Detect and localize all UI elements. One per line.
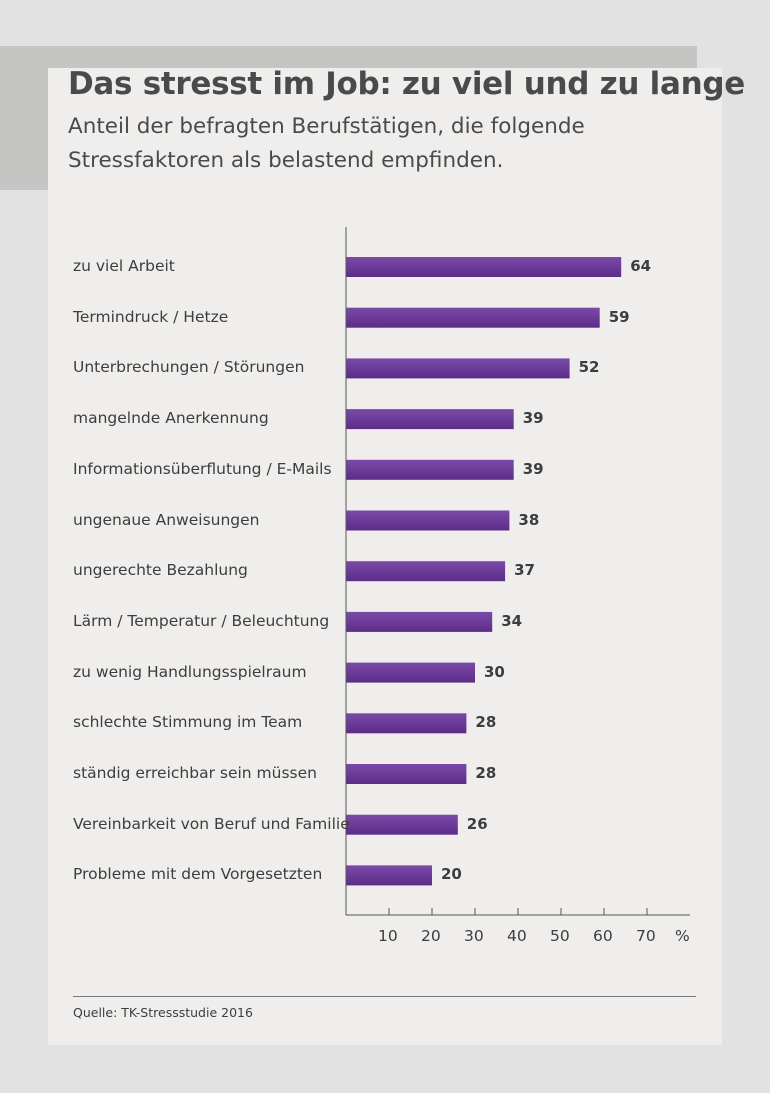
x-tick-label: 20 [421, 927, 441, 945]
value-label: 64 [630, 257, 652, 275]
bar [346, 510, 510, 531]
category-label: schlechte Stimmung im Team [73, 713, 303, 732]
bar [346, 307, 600, 328]
value-label: 28 [475, 764, 497, 782]
x-tick-label: 30 [464, 927, 484, 945]
category-label: ständig erreichbar sein müssen [73, 764, 317, 782]
category-label: ungenaue Anweisungen [73, 510, 260, 529]
value-label: 52 [578, 358, 600, 377]
chart-title: Das stresst im Job: zu viel und zu lange [68, 66, 745, 102]
value-label: 59 [608, 307, 630, 326]
bar [346, 561, 506, 582]
value-label: 28 [475, 713, 497, 732]
category-label: zu wenig Handlungsspielraum [73, 662, 307, 681]
value-label: 20 [441, 865, 462, 884]
bar [346, 713, 467, 734]
value-label: 39 [522, 459, 544, 478]
value-label: 38 [518, 510, 540, 529]
bar [346, 764, 467, 784]
x-tick-label: 10 [378, 927, 398, 945]
bar [346, 409, 514, 430]
x-tick-label: 50 [550, 927, 570, 945]
category-label: Probleme mit dem Vorgesetzten [73, 865, 323, 884]
category-label: Termindruck / Hetze [73, 307, 229, 326]
value-label: 34 [501, 611, 523, 630]
category-label: Lärm / Temperatur / Beleuchtung [73, 611, 330, 630]
bar [346, 611, 493, 632]
x-tick-label: 70 [636, 927, 656, 945]
x-unit-label: % [675, 927, 690, 945]
value-label: 26 [466, 814, 488, 833]
bar [346, 662, 475, 683]
x-tick-label: 40 [507, 927, 527, 945]
category-label: Unterbrechungen / Störungen [73, 358, 305, 377]
category-label: Vereinbarkeit von Beruf und Familie [73, 814, 350, 833]
source-divider [73, 996, 696, 997]
category-label: Informationsüberflutung / E-Mails [73, 459, 332, 478]
category-label: mangelnde Anerkennung [73, 409, 269, 428]
value-label: 30 [484, 662, 505, 681]
bar [346, 358, 570, 379]
x-tick-label: 60 [593, 927, 613, 945]
source-note: Quelle: TK-Stressstudie 2016 [73, 1005, 253, 1020]
value-label: 37 [514, 561, 535, 580]
bar [346, 257, 622, 277]
chart-subtitle: Anteil der befragten Berufstätigen, die … [68, 114, 585, 173]
bar [346, 459, 514, 480]
bar [346, 865, 432, 886]
category-label: zu viel Arbeit [73, 257, 175, 275]
value-label: 39 [522, 409, 544, 428]
category-label: ungerechte Bezahlung [73, 561, 248, 580]
bar [346, 814, 458, 835]
